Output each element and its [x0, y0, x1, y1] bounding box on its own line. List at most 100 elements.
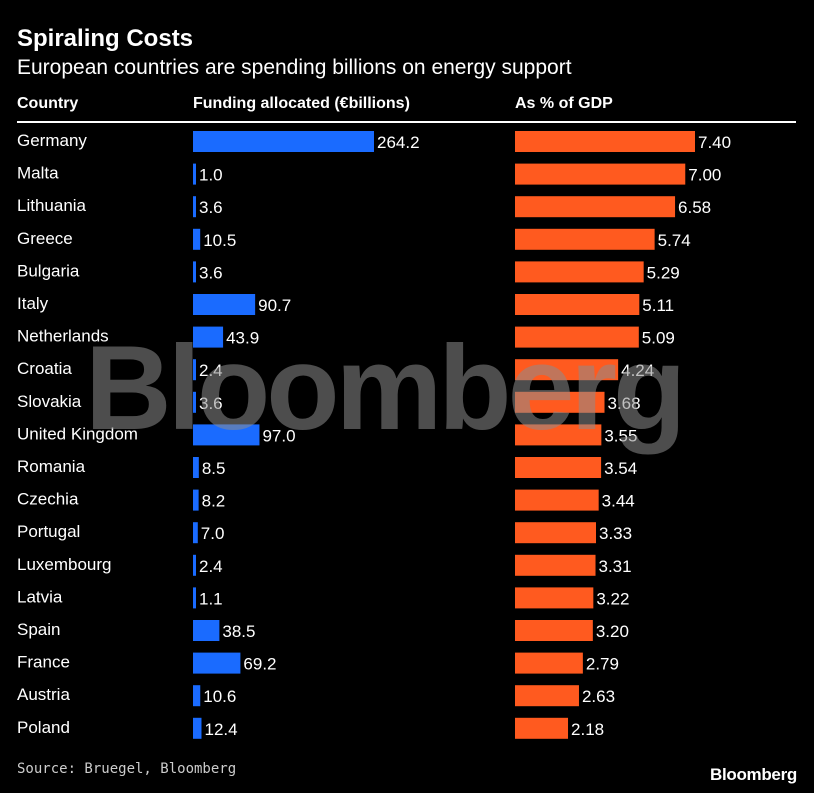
country-label: Germany — [17, 131, 87, 150]
funding-value-label: 7.0 — [201, 524, 225, 543]
funding-bar — [193, 326, 224, 348]
country-label: Latvia — [17, 587, 63, 606]
gdp-bar — [515, 228, 655, 250]
gdp-bar — [515, 685, 579, 707]
country-label: Luxembourg — [17, 555, 112, 574]
country-label: Bulgaria — [17, 261, 80, 280]
gdp-bar — [515, 391, 605, 413]
gdp-value-label: 2.63 — [582, 687, 615, 706]
funding-bar — [193, 717, 202, 739]
gdp-bar — [515, 196, 676, 218]
country-label: Slovakia — [17, 392, 82, 411]
funding-bar — [193, 424, 260, 446]
funding-bar — [193, 391, 196, 413]
gdp-value-label: 2.18 — [571, 720, 604, 739]
gdp-bar — [515, 620, 593, 641]
funding-bar — [193, 261, 196, 283]
country-label: Portugal — [17, 522, 80, 541]
funding-bar — [193, 554, 196, 576]
gdp-bar — [515, 294, 640, 315]
gdp-bar — [515, 522, 596, 544]
funding-value-label: 69.2 — [243, 655, 276, 674]
gdp-bar — [515, 261, 644, 283]
gdp-value-label: 5.11 — [642, 296, 674, 315]
gdp-value-label: 3.20 — [596, 622, 629, 641]
funding-value-label: 1.1 — [199, 589, 223, 608]
gdp-value-label: 4.24 — [621, 361, 654, 380]
funding-value-label: 38.5 — [222, 622, 255, 641]
gdp-value-label: 3.22 — [596, 589, 629, 608]
funding-bar — [193, 620, 220, 641]
gdp-bar — [515, 489, 599, 511]
funding-value-label: 3.6 — [199, 198, 223, 217]
gdp-value-label: 5.09 — [642, 329, 675, 348]
country-label: Malta — [17, 164, 59, 183]
funding-bar — [193, 522, 198, 544]
gdp-bar — [515, 359, 619, 381]
funding-value-label: 2.4 — [199, 557, 223, 576]
funding-value-label: 3.6 — [199, 263, 223, 282]
country-label: Czechia — [17, 490, 79, 509]
source-note: Source: Bruegel, Bloomberg — [17, 761, 237, 777]
gdp-bar — [515, 163, 686, 185]
gdp-value-label: 3.54 — [604, 459, 637, 478]
country-label: Spain — [17, 620, 60, 639]
country-label: Croatia — [17, 359, 72, 378]
funding-value-label: 8.2 — [202, 492, 226, 511]
gdp-bar — [515, 326, 639, 348]
country-label: Greece — [17, 229, 73, 248]
gdp-value-label: 7.40 — [698, 133, 731, 152]
gdp-bar — [515, 652, 583, 674]
gdp-value-label: 3.33 — [599, 524, 632, 543]
chart-title: Spiraling Costs — [17, 25, 194, 52]
funding-value-label: 264.2 — [377, 133, 420, 152]
country-label: Poland — [17, 718, 70, 737]
funding-bar — [193, 196, 196, 218]
gdp-value-label: 5.29 — [647, 263, 680, 282]
funding-bar — [193, 359, 196, 381]
funding-bar — [193, 489, 199, 511]
funding-value-label: 10.5 — [203, 231, 236, 250]
funding-value-label: 97.0 — [262, 426, 295, 445]
funding-value-label: 3.6 — [199, 394, 223, 413]
gdp-bar — [515, 587, 594, 609]
gdp-value-label: 3.68 — [608, 394, 641, 413]
gdp-bar — [515, 554, 596, 576]
funding-value-label: 12.4 — [204, 720, 237, 739]
gdp-bar — [515, 131, 695, 152]
gdp-value-label: 2.79 — [586, 655, 619, 674]
country-label: Italy — [17, 294, 49, 313]
funding-bar — [193, 652, 241, 674]
funding-bar — [193, 587, 196, 609]
funding-bar — [193, 163, 196, 185]
country-label: France — [17, 653, 70, 672]
funding-bar — [193, 685, 201, 707]
gdp-value-label: 7.00 — [688, 166, 721, 185]
country-label: Romania — [17, 457, 86, 476]
gdp-value-label: 6.58 — [678, 198, 711, 217]
column-header-funding: Funding allocated (€billions) — [193, 95, 410, 112]
gdp-value-label: 3.55 — [604, 426, 637, 445]
funding-value-label: 2.4 — [199, 361, 223, 380]
gdp-value-label: 3.44 — [602, 492, 635, 511]
funding-value-label: 10.6 — [203, 687, 236, 706]
header-rule — [17, 121, 796, 123]
gdp-bar — [515, 457, 602, 478]
funding-bar — [193, 228, 201, 250]
country-label: Austria — [17, 685, 70, 704]
funding-value-label: 8.5 — [202, 459, 226, 478]
bloomberg-logo: Bloomberg — [709, 765, 797, 784]
funding-bar — [193, 457, 199, 478]
column-header-gdp: As % of GDP — [515, 95, 613, 112]
gdp-bar — [515, 424, 602, 446]
country-label: Netherlands — [17, 327, 109, 346]
funding-value-label: 1.0 — [199, 166, 223, 185]
country-label: Lithuania — [17, 196, 87, 215]
gdp-value-label: 5.74 — [658, 231, 691, 250]
funding-value-label: 90.7 — [258, 296, 291, 315]
country-label: United Kingdom — [17, 424, 138, 443]
funding-value-label: 43.9 — [226, 329, 259, 348]
column-header-country: Country — [17, 95, 79, 112]
chart-subtitle: European countries are spending billions… — [17, 56, 572, 79]
funding-bar — [193, 294, 256, 315]
